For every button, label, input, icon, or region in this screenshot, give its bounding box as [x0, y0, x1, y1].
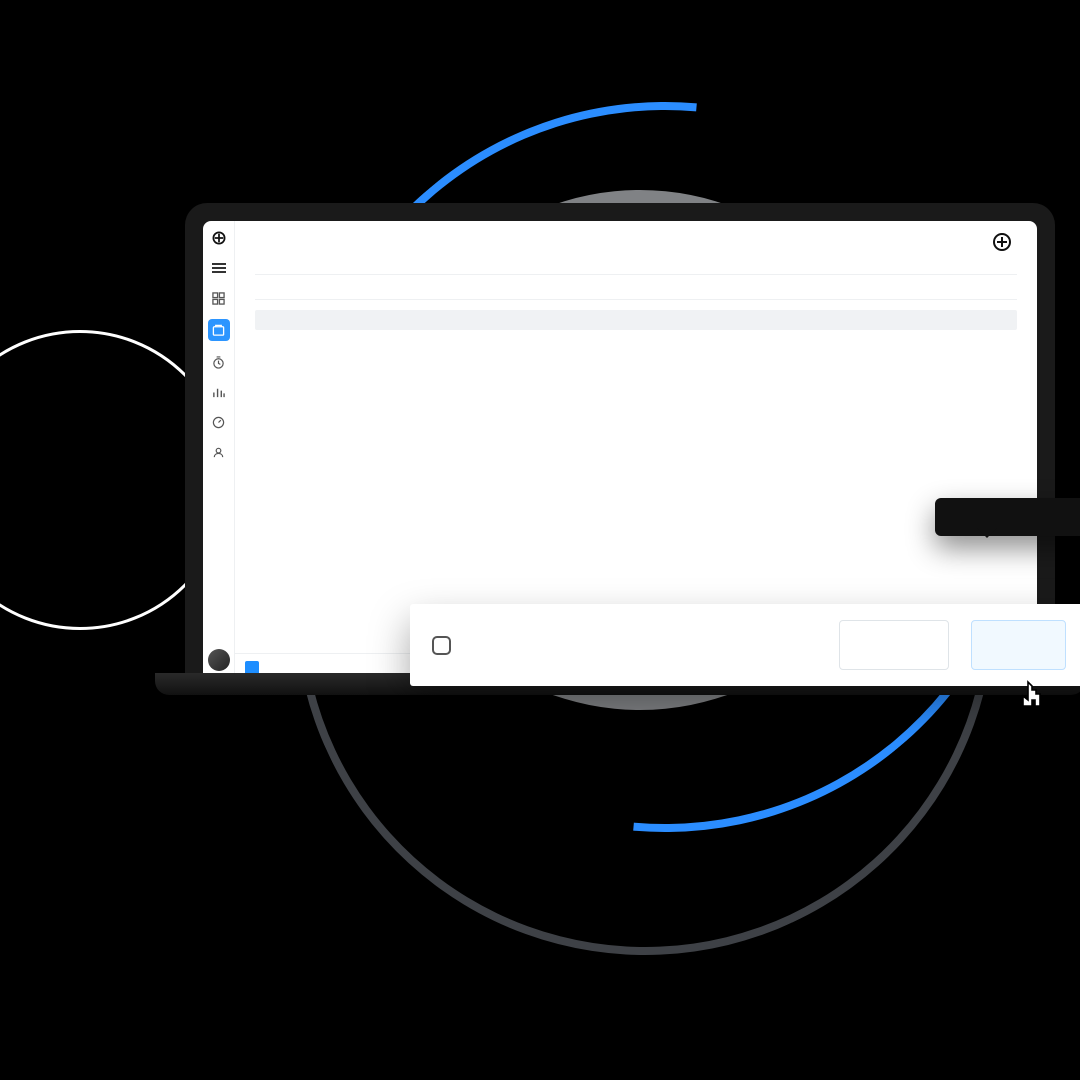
- breadcrumb: [255, 234, 263, 250]
- avatar[interactable]: [208, 649, 230, 671]
- grand-total: [255, 310, 1017, 330]
- logo-icon[interactable]: [210, 229, 228, 247]
- pointer-cursor-icon: [1018, 680, 1050, 716]
- brand: [993, 233, 1017, 251]
- user-icon[interactable]: [210, 443, 228, 461]
- brand-logo-icon: [993, 233, 1011, 251]
- time-icon[interactable]: [210, 353, 228, 371]
- breadcrumb-sep: [255, 234, 263, 250]
- menu-icon[interactable]: [210, 259, 228, 277]
- dashboard-icon[interactable]: [210, 289, 228, 307]
- suggestion-tooltip: [935, 498, 1080, 536]
- callout-suggest-value[interactable]: [971, 620, 1066, 670]
- reports-icon[interactable]: [210, 383, 228, 401]
- column-headers: [255, 285, 1017, 300]
- projects-icon[interactable]: [208, 319, 230, 341]
- gauge-icon[interactable]: [210, 413, 228, 431]
- sidebar: [203, 221, 235, 681]
- callout-checkbox[interactable]: [432, 636, 451, 655]
- zoom-callout: [410, 604, 1080, 686]
- tabs: [255, 265, 1017, 275]
- callout-value-input[interactable]: [839, 620, 949, 670]
